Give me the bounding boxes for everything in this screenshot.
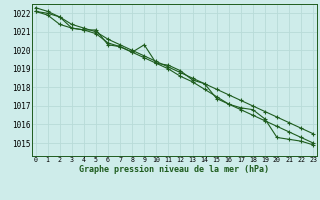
X-axis label: Graphe pression niveau de la mer (hPa): Graphe pression niveau de la mer (hPa) bbox=[79, 165, 269, 174]
